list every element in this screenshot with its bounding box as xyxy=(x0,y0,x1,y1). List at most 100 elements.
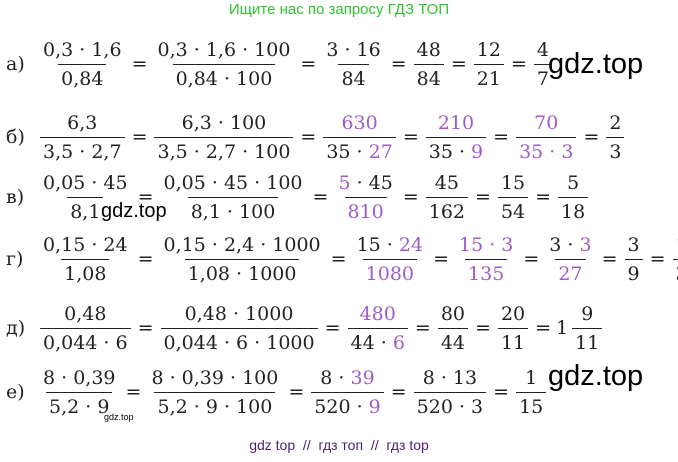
text-segment: 6,3 · 100 xyxy=(181,111,267,134)
denominator: 18 xyxy=(558,196,589,226)
text-segment: 4 xyxy=(536,38,549,61)
text-segment: 35 · xyxy=(326,140,369,163)
fraction: 20 11 xyxy=(497,300,529,357)
text-segment: 1,08 xyxy=(64,262,107,285)
equals-sign: = xyxy=(601,248,618,270)
fraction: 8 · 0,39 5,2 · 9 xyxy=(40,364,119,421)
equals-sign: = xyxy=(649,248,666,270)
row-label: е) xyxy=(6,381,25,403)
text-segment: 9 xyxy=(581,302,594,325)
numerator: 0,05 · 45 xyxy=(40,169,131,197)
text-segment: 0,3 · 1,6 xyxy=(43,38,122,61)
highlight-segment: 5 xyxy=(338,171,351,194)
equals-sign: = xyxy=(390,381,407,403)
denominator: 3,5 · 2,7 xyxy=(40,136,125,166)
highlight-segment: 480 xyxy=(359,302,396,325)
denominator: 0,84 · 100 xyxy=(172,63,276,93)
text-segment: 21 xyxy=(476,67,501,90)
text-segment: 8,1 · 100 xyxy=(190,200,276,223)
fraction: 6,3 · 100 3,5 · 2,7 · 100 xyxy=(154,109,294,166)
equation-row: а) 0,3 · 1,6 0,84 = 0,3 · 1,6 · 100 0,84 · 10… xyxy=(6,32,554,96)
text-segment: 7 xyxy=(536,67,549,90)
fraction: 0,15 · 24 1,08 xyxy=(40,231,131,288)
denominator: 7 xyxy=(533,63,552,93)
fraction: 12 21 xyxy=(473,36,504,93)
fraction: 1 15 xyxy=(516,364,547,421)
denominator: 3,5 · 2,7 · 100 xyxy=(154,136,294,166)
watermark: gdz.top xyxy=(101,200,167,222)
numerator: 5 · 45 xyxy=(335,169,395,197)
text-segment: 3,5 · 2,7 · 100 xyxy=(157,140,291,163)
fraction: 0,15 · 2,4 · 1000 1,08 · 1000 xyxy=(161,231,324,288)
text-segment: 8 · 0,39 xyxy=(43,366,116,389)
denominator: 1,08 · 1000 xyxy=(184,258,300,288)
numerator: 0,48 xyxy=(61,300,109,328)
denominator: 3 xyxy=(606,136,625,166)
fraction: 48 84 xyxy=(413,36,444,93)
numerator: 210 xyxy=(435,109,477,137)
denominator: 35 · 9 xyxy=(425,136,487,166)
text-segment: 5,2 · 9 xyxy=(49,395,110,418)
numerator: 8 · 13 xyxy=(420,364,480,392)
equals-sign: = xyxy=(475,317,491,339)
equals-sign: = xyxy=(300,126,317,148)
numerator: 8 · 39 xyxy=(317,364,377,392)
fraction: 8 · 0,39 · 100 5,2 · 9 · 100 xyxy=(148,364,281,421)
text-segment: 9 xyxy=(627,262,640,285)
equals-sign: = xyxy=(450,53,467,75)
denominator: 0,044 · 6 · 1000 xyxy=(160,327,318,357)
highlight-segment: 35 · 3 xyxy=(519,140,574,163)
numerator: 80 xyxy=(438,300,468,328)
numerator: 480 xyxy=(357,300,399,328)
fraction: 0,05 · 45 · 100 8,1 · 100 xyxy=(161,169,306,226)
fraction: 15 54 xyxy=(497,169,529,226)
text-segment: 5,2 · 9 · 100 xyxy=(157,395,273,418)
highlight-segment: 6 xyxy=(392,331,405,354)
text-segment: 18 xyxy=(561,200,586,223)
denominator: 15 xyxy=(516,391,547,421)
fraction: 630 35 · 27 xyxy=(323,109,396,166)
equals-sign: = xyxy=(330,248,347,270)
equals-sign: = xyxy=(523,248,540,270)
equals-sign: = xyxy=(137,317,154,339)
equals-sign: = xyxy=(583,126,600,148)
equals-sign: = xyxy=(510,53,527,75)
fraction: 6,3 3,5 · 2,7 xyxy=(40,109,125,166)
text-segment: 80 xyxy=(440,302,466,325)
denominator: 11 xyxy=(497,327,529,357)
text-segment: 2 xyxy=(609,111,622,134)
denominator: 8,1 xyxy=(67,196,104,226)
text-segment: 520 · xyxy=(314,395,369,418)
numerator: 4 xyxy=(534,36,552,64)
numerator: 12 xyxy=(474,36,504,64)
fraction: 5 · 45 810 xyxy=(335,169,395,226)
whole-part: 1 xyxy=(556,317,569,339)
highlight-segment: 9 xyxy=(471,140,484,163)
text-segment: 520 · 3 xyxy=(416,395,484,418)
text-segment: 8 · xyxy=(320,366,351,389)
highlight-segment: 24 xyxy=(398,233,424,256)
highlight-segment: 27 xyxy=(558,262,583,285)
numerator: 15 · 3 xyxy=(456,231,516,259)
text-segment: 3 · xyxy=(549,233,580,256)
equals-sign: = xyxy=(324,317,341,339)
numerator: 5 xyxy=(564,169,582,197)
equals-sign: = xyxy=(390,53,407,75)
equals-sign: = xyxy=(402,126,419,148)
numerator: 0,3 · 1,6 · 100 xyxy=(154,36,293,64)
text-segment: 0,044 · 6 · 1000 xyxy=(163,331,315,354)
text-segment: 15 xyxy=(519,395,544,418)
highlight-segment: 70 xyxy=(534,111,559,134)
denominator: 3 xyxy=(672,258,678,288)
fraction: 8 · 13 520 · 3 xyxy=(413,364,487,421)
fraction: 15 · 24 1080 xyxy=(354,231,426,288)
text-segment: 0,05 · 45 · 100 xyxy=(163,171,303,194)
equals-sign: = xyxy=(475,186,491,208)
fraction: 70 35 · 3 xyxy=(516,109,577,166)
denominator: 1080 xyxy=(362,258,417,288)
equals-sign: = xyxy=(137,186,154,208)
text-segment: 20 xyxy=(500,302,526,325)
